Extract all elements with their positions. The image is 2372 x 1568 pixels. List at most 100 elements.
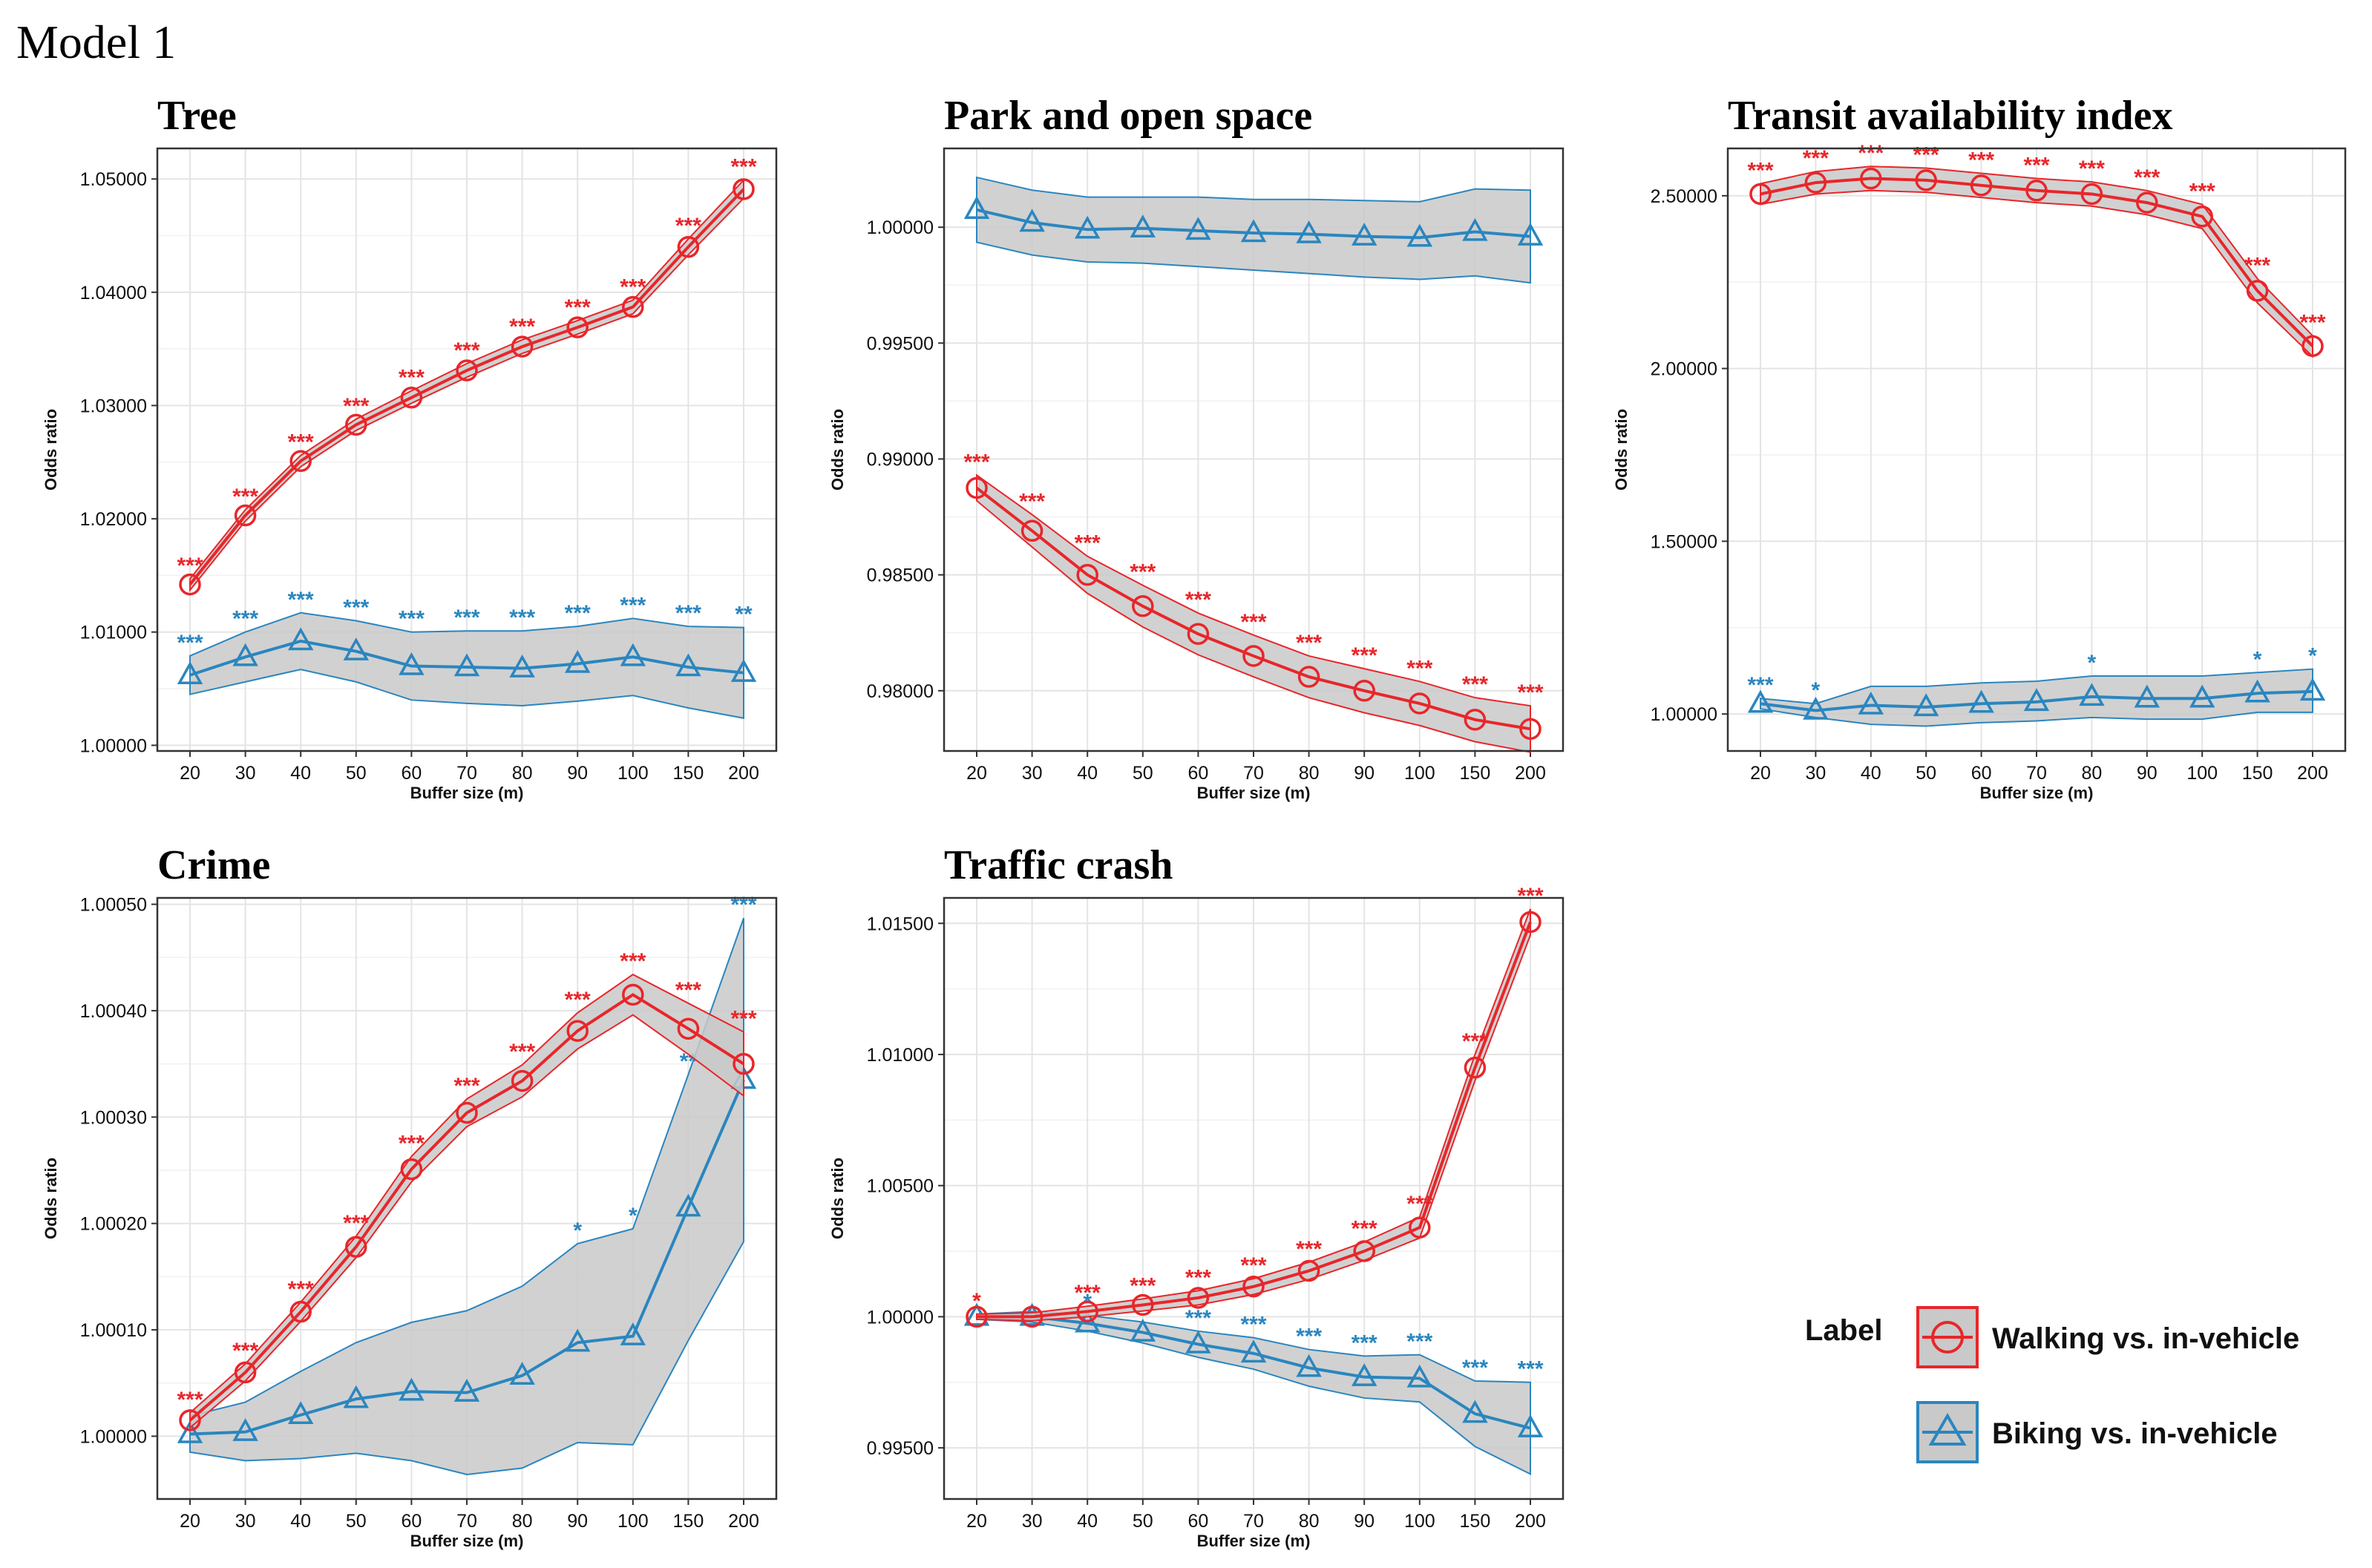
x-tick-label: 60 [401,1511,422,1532]
y-tick-label: 1.00000 [867,217,934,238]
point-biking [2079,683,2105,706]
y-tick-label: 1.50000 [1651,531,1717,552]
point-walking [1020,1305,1044,1328]
significance-label: *** [2134,165,2160,190]
point-biking [1130,1319,1156,1342]
point-biking [343,1385,370,1408]
significance-label: *** [1462,672,1488,697]
point-biking [675,1193,701,1217]
panel-title: Park and open space [944,93,1312,139]
x-tick-label: 200 [728,763,759,784]
significance-label: *** [620,593,646,617]
ci-band-biking [1760,668,2313,727]
point-biking [399,1377,425,1401]
point-biking [1296,1354,1322,1377]
point-biking [1351,1363,1377,1386]
point-walking [1519,911,1542,934]
point-biking [1462,1400,1488,1423]
point-biking [453,1379,480,1402]
point-biking [509,654,535,678]
significance-label: * [629,1204,638,1228]
x-tick-label: 150 [2242,763,2273,784]
point-walking [966,1305,988,1328]
point-biking [287,627,314,651]
point-biking [1517,1414,1544,1437]
plot-frame [156,896,778,1500]
significance-label: *** [1185,1265,1211,1290]
y-axis-title: Odds ratio [42,1158,60,1239]
ci-band-biking [189,917,744,1476]
plot-frame [156,147,778,752]
y-axis-title: Odds ratio [1612,409,1631,491]
significance-label: * [972,1289,981,1313]
x-tick-label: 80 [512,1511,533,1532]
significance-label: *** [1240,1253,1266,1278]
significance-label: *** [177,631,203,655]
significance-label: *** [2079,157,2105,181]
significance-label: ** [735,603,753,627]
x-tick-label: 20 [966,763,987,784]
point-biking [1351,223,1377,246]
significance-label: *** [675,214,701,238]
x-tick-label: 100 [1404,1511,1435,1532]
point-walking [1187,1287,1210,1309]
x-tick-label: 50 [1916,763,1936,784]
significance-label: *** [1185,1306,1211,1331]
chart-crime: Crime 1.00000 1.00010 1.00020 1.00030 1.00040… [42,842,778,1550]
y-tick-label: 0.99500 [867,333,934,354]
point-walking [400,1158,423,1181]
point-walking [1519,718,1542,741]
significance-label: *** [343,394,369,419]
point-biking [1747,689,1774,713]
series-line-biking [977,1315,1531,1430]
significance-label: *** [1517,1357,1543,1382]
x-tick-label: 60 [401,763,422,784]
point-biking [2023,688,2050,712]
point-biking [963,196,990,220]
significance-label: *** [1352,643,1377,668]
x-tick-label: 50 [1133,763,1153,784]
x-tick-label: 80 [1299,1511,1320,1532]
significance-label: *** [963,450,989,474]
point-walking [234,1361,257,1384]
x-tick-label: 70 [456,1511,477,1532]
point-biking [564,1328,591,1352]
plot-frame [943,147,1565,752]
y-axis-title: Odds ratio [828,1158,847,1239]
y-tick-label: 1.00010 [80,1320,147,1341]
point-walking [345,1236,367,1258]
point-biking [1462,217,1488,241]
point-walking [1353,680,1375,702]
point-walking [179,573,201,596]
point-biking [177,1420,203,1443]
y-tick-label: 1.00020 [80,1214,147,1235]
x-tick-label: 70 [1243,763,1264,784]
point-biking [1185,217,1211,240]
x-tick-label: 80 [1299,763,1320,784]
series-line-walking [189,993,745,1422]
point-walking [1409,1216,1431,1239]
figure-title: Model 1 [16,16,176,68]
point-walking [1464,709,1487,731]
significance-label: *** [453,1074,479,1098]
significance-label: * [1812,678,1821,703]
x-tick-label: 90 [567,763,588,784]
significance-label: *** [2299,310,2325,335]
ci-band-walking [976,908,1531,1322]
significance-label: *** [1462,1356,1488,1380]
point-walking [1242,645,1265,667]
x-tick-label: 30 [235,763,256,784]
point-walking [733,178,755,200]
x-tick-label: 60 [1187,763,1208,784]
x-tick-label: 40 [290,763,311,784]
significance-label: *** [1406,1330,1432,1354]
significance-label: *** [1075,531,1101,556]
ci-band-biking [976,176,1531,284]
y-tick-label: 0.98500 [867,565,934,586]
point-biking [2299,678,2326,701]
point-biking [177,661,203,684]
point-walking [2025,180,2048,202]
y-tick-label: 1.04000 [80,283,147,304]
point-walking [1297,1259,1320,1282]
y-tick-label: 0.99500 [867,1438,934,1459]
